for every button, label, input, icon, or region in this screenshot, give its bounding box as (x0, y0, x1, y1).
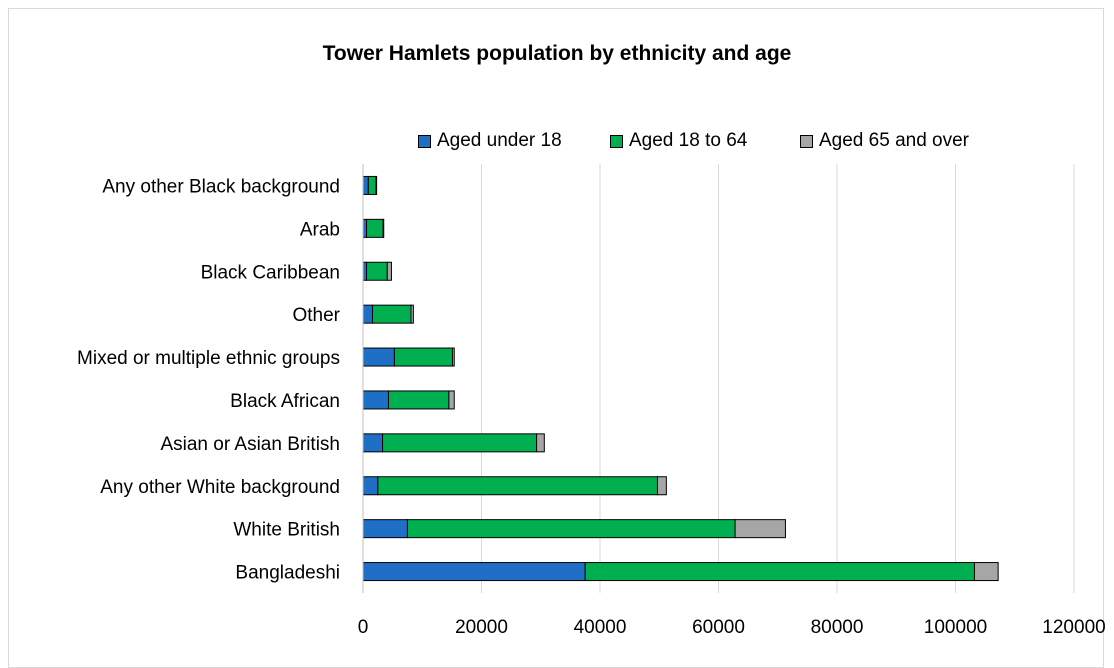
legend-item-under-18: Aged under 18 (418, 130, 562, 152)
bar-segment (734, 519, 786, 539)
bar-segment (362, 175, 369, 195)
legend-item-18-to-64: Aged 18 to 64 (610, 130, 747, 152)
bar-segment (366, 261, 388, 281)
bar-segment (366, 218, 384, 238)
chart-legend: Aged under 18 Aged 18 to 64 Aged 65 and … (0, 130, 1114, 156)
bar-segment (536, 433, 545, 453)
bar-segment (362, 304, 373, 324)
category-label: Other (292, 305, 340, 326)
chart-plot: 0 20000 40000 60000 80000 100000 120000 Banglad… (77, 164, 1106, 638)
x-tick-label: 20000 (455, 617, 508, 638)
bar-segment (362, 347, 395, 367)
bar-segment (406, 519, 736, 539)
bar-segment (362, 218, 368, 238)
legend-label-18-to-64: Aged 18 to 64 (629, 130, 748, 151)
category-label: Black African (230, 391, 340, 412)
bar-segment (656, 476, 667, 496)
category-label: Mixed or multiple ethnic groups (77, 348, 340, 369)
x-tick-label: 0 (358, 617, 369, 638)
legend-swatch-under-18 (418, 134, 431, 148)
bar-segment (362, 390, 389, 410)
x-tick-label: 120000 (1042, 617, 1105, 638)
category-label: Black Caribbean (201, 262, 340, 283)
category-label: Arab (300, 219, 340, 240)
x-tick-label: 60000 (692, 617, 745, 638)
bar-segment (362, 433, 384, 453)
category-label: Asian or Asian British (160, 434, 340, 455)
legend-item-65-over: Aged 65 and over (800, 130, 969, 152)
bar-segment (387, 390, 450, 410)
bar-segment (973, 562, 999, 582)
bar-segment (362, 519, 408, 539)
category-label: Bangladeshi (235, 563, 340, 584)
chart-title: Tower Hamlets population by ethnicity an… (322, 42, 792, 65)
bar-segment (371, 304, 412, 324)
bar-segment (362, 261, 368, 281)
bar-segment (362, 562, 586, 582)
bar-segment (393, 347, 453, 367)
bar-segment (451, 347, 455, 367)
chart-frame (8, 8, 1104, 668)
x-tick-label: 100000 (924, 617, 987, 638)
x-tick-label: 40000 (574, 617, 627, 638)
category-label: Any other White background (100, 477, 340, 498)
bar-segment (410, 304, 414, 324)
legend-swatch-65-over (800, 134, 813, 148)
bar-segment (584, 562, 975, 582)
category-label: White British (233, 520, 340, 541)
bar-segment (386, 261, 392, 281)
bar-segment (367, 175, 377, 195)
bar-segment (448, 390, 455, 410)
category-label: Any other Black background (102, 176, 340, 197)
bar-segment (362, 476, 379, 496)
legend-label-65-over: Aged 65 and over (819, 130, 970, 151)
x-tick-label: 80000 (811, 617, 864, 638)
bar-segment (375, 175, 378, 195)
bar-segment (382, 218, 385, 238)
bar-segment (382, 433, 538, 453)
legend-label-under-18: Aged under 18 (437, 130, 562, 151)
bar-segment (377, 476, 658, 496)
legend-swatch-18-to-64 (610, 134, 623, 148)
